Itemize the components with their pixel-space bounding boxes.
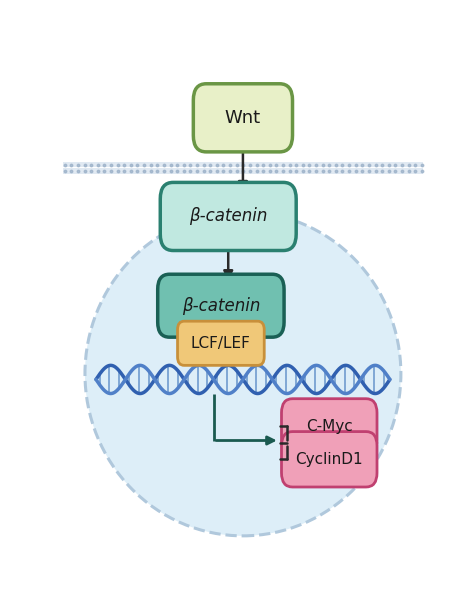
FancyBboxPatch shape <box>282 432 377 487</box>
FancyBboxPatch shape <box>178 321 264 365</box>
Text: Wnt: Wnt <box>225 109 261 127</box>
FancyBboxPatch shape <box>282 399 377 454</box>
FancyBboxPatch shape <box>193 84 292 152</box>
Text: LCF/LEF: LCF/LEF <box>191 336 251 351</box>
Bar <box>63 162 423 167</box>
FancyBboxPatch shape <box>158 274 284 337</box>
Bar <box>63 168 423 174</box>
Ellipse shape <box>85 212 401 536</box>
FancyBboxPatch shape <box>160 182 296 251</box>
Text: β-catenin: β-catenin <box>189 207 267 226</box>
Text: β-catenin: β-catenin <box>182 296 260 315</box>
Text: CyclinD1: CyclinD1 <box>295 452 363 467</box>
Text: C-Myc: C-Myc <box>306 419 353 434</box>
